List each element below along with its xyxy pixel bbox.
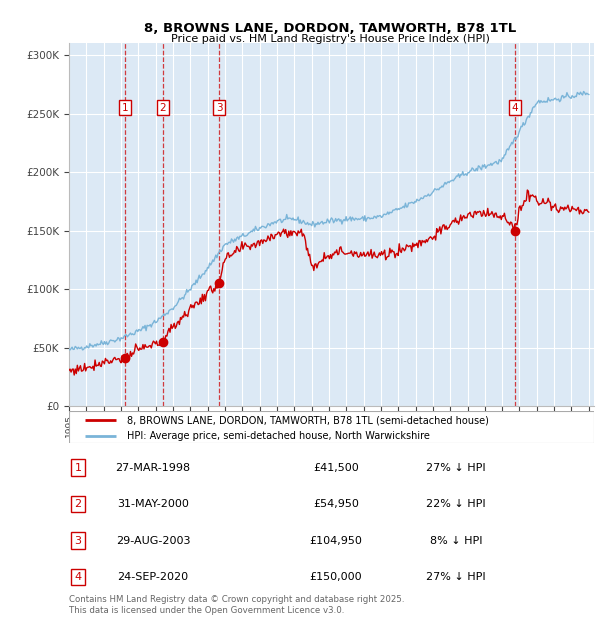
Text: This data is licensed under the Open Government Licence v3.0.: This data is licensed under the Open Gov… — [69, 606, 344, 615]
Text: 4: 4 — [512, 103, 518, 113]
Text: Contains HM Land Registry data © Crown copyright and database right 2025.: Contains HM Land Registry data © Crown c… — [69, 595, 404, 604]
Text: 29-AUG-2003: 29-AUG-2003 — [116, 536, 190, 546]
Text: 3: 3 — [216, 103, 223, 113]
Text: HPI: Average price, semi-detached house, North Warwickshire: HPI: Average price, semi-detached house,… — [127, 431, 430, 441]
Text: 3: 3 — [74, 536, 82, 546]
Text: 2: 2 — [160, 103, 166, 113]
Text: Price paid vs. HM Land Registry's House Price Index (HPI): Price paid vs. HM Land Registry's House … — [170, 34, 490, 44]
Text: 8, BROWNS LANE, DORDON, TAMWORTH, B78 1TL (semi-detached house): 8, BROWNS LANE, DORDON, TAMWORTH, B78 1T… — [127, 415, 488, 425]
Text: 2: 2 — [74, 499, 82, 509]
Text: 8, BROWNS LANE, DORDON, TAMWORTH, B78 1TL: 8, BROWNS LANE, DORDON, TAMWORTH, B78 1T… — [144, 22, 516, 35]
Text: 27% ↓ HPI: 27% ↓ HPI — [426, 463, 486, 472]
Text: 1: 1 — [74, 463, 82, 472]
Text: £54,950: £54,950 — [313, 499, 359, 509]
Text: 27-MAR-1998: 27-MAR-1998 — [115, 463, 191, 472]
Text: 22% ↓ HPI: 22% ↓ HPI — [426, 499, 486, 509]
Text: 8% ↓ HPI: 8% ↓ HPI — [430, 536, 482, 546]
Text: 1: 1 — [122, 103, 128, 113]
Text: £150,000: £150,000 — [310, 572, 362, 582]
Text: 24-SEP-2020: 24-SEP-2020 — [118, 572, 188, 582]
Text: £104,950: £104,950 — [310, 536, 362, 546]
Text: 4: 4 — [74, 572, 82, 582]
Text: 27% ↓ HPI: 27% ↓ HPI — [426, 572, 486, 582]
Text: 31-MAY-2000: 31-MAY-2000 — [117, 499, 189, 509]
Text: £41,500: £41,500 — [313, 463, 359, 472]
